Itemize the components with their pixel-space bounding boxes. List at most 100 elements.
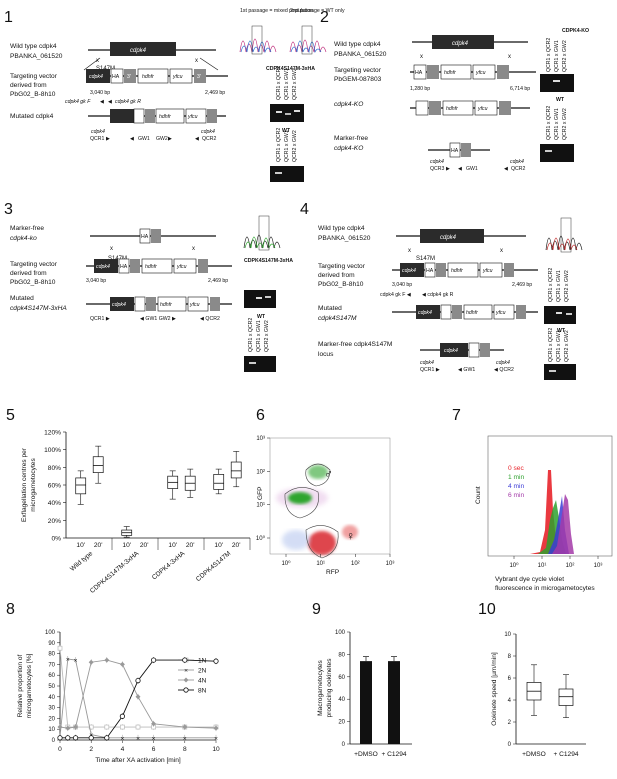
- legend-marker: [183, 677, 189, 683]
- x-tick-label: 10: [212, 746, 220, 753]
- svg-text:hdhfr: hdhfr: [159, 114, 171, 120]
- mf-line1: Marker-free cdpk4S147M: [318, 341, 392, 348]
- panel-number: 2: [320, 9, 329, 26]
- gel-lane-labels: QCR1 x QCR2 QCR1 x GW1 QCR2 x GW2: [548, 328, 570, 362]
- wt-label: WT: [282, 128, 291, 134]
- primer-gw1: GW1: [138, 136, 150, 142]
- mutated-line1: Mutated: [10, 295, 34, 302]
- point-4N: [73, 724, 79, 730]
- svg-text:cdpk4: cdpk4: [418, 310, 432, 316]
- panel-number: 4: [300, 201, 309, 218]
- svg-text:yfcu: yfcu: [176, 264, 187, 270]
- qcr-gene: cdpk4: [91, 129, 105, 135]
- seq2-label: 2nd passage = WT only: [290, 8, 345, 14]
- svg-text:HA: HA: [415, 70, 423, 76]
- bp-left: 3,040 bp: [90, 90, 110, 96]
- svg-text:x: x: [420, 54, 423, 60]
- category-label: +DMSO: [522, 751, 546, 758]
- x-axis-label-2: fluorescence in microgametocytes: [495, 585, 595, 592]
- panel-number: 6: [256, 407, 265, 424]
- gene-label: cdpk4: [452, 41, 469, 47]
- svg-text:cdpk4: cdpk4: [510, 159, 524, 165]
- mutated-line1: Mutated: [318, 305, 342, 312]
- utr-label: 3': [127, 74, 131, 80]
- cross-mark: x: [195, 58, 198, 64]
- legend-item: 4 min: [508, 483, 524, 490]
- y-axis-label: Relative proportion of: [17, 654, 24, 717]
- point-8N: [104, 735, 110, 741]
- legend-label: 2N: [198, 668, 207, 675]
- tv-line2: derived from: [10, 270, 47, 277]
- svg-text:HA: HA: [426, 268, 434, 274]
- y-tick-label: 80%: [48, 465, 61, 472]
- svg-text:x: x: [508, 54, 511, 60]
- mutation-label: S147M: [416, 256, 435, 262]
- svg-text:hdhfr: hdhfr: [160, 302, 172, 308]
- y-tick-label: 0: [508, 742, 512, 748]
- lane-label: QCR1 x GW1: [556, 270, 562, 302]
- x-axis-label: RFP: [326, 569, 340, 576]
- primer-qcr3: QCR3: [430, 166, 445, 172]
- y-tick-label: 30: [48, 706, 55, 712]
- wt-id: PBANKA_061520: [318, 235, 371, 242]
- gel-lane-labels: QCR1 x QCR2 QCR1 x GW1 QCR2 x GW2: [276, 66, 298, 100]
- x-tick-label: 10¹: [538, 563, 547, 569]
- primer-gw1: GW1: [466, 166, 478, 172]
- tv-line2: PbGEM-087803: [334, 76, 382, 83]
- lane-label: QCR1 x QCR2: [276, 128, 282, 162]
- wt-title: Wild type cdpk4: [334, 41, 381, 48]
- x-tick-label: 4: [121, 746, 125, 753]
- lane-label: QCR2 x GW2: [562, 108, 568, 140]
- svg-text:x: x: [408, 248, 411, 254]
- arrow-icon: ◀: [100, 99, 104, 105]
- bp-right: 6,714 bp: [510, 86, 530, 92]
- y-tick-label: 0: [52, 738, 56, 744]
- point-1N: [120, 724, 125, 730]
- tv-line3: PbG02_B-8h10: [10, 279, 56, 286]
- x-tick-label: 8: [183, 746, 187, 753]
- gel-image: [544, 306, 576, 324]
- svg-text:cdpk4: cdpk4: [112, 302, 126, 308]
- mutated-line2: cdpk4S147M-3xHA: [10, 305, 67, 312]
- hdhfr-label: hdhfr: [142, 74, 154, 80]
- gel-image: [540, 144, 574, 162]
- utr-box: [194, 69, 206, 83]
- y-tick-label: 80: [338, 652, 345, 658]
- svg-text:◀ QCR2: ◀ QCR2: [494, 367, 514, 373]
- point-4N: [151, 721, 157, 727]
- y-tick-label: 100: [335, 630, 346, 636]
- arrow-icon: ▶: [106, 136, 110, 142]
- point-8N: [182, 657, 188, 663]
- point-2N: ×: [74, 658, 78, 665]
- mf-line2: locus: [318, 351, 334, 358]
- panel-2: 2 Wild type cdpk4 PBANKA_061520 cdpk4 x x…: [320, 9, 589, 172]
- lane-label: QCR2 x GW2: [564, 330, 570, 362]
- qcr-gene: cdpk4: [201, 129, 215, 135]
- svg-text:◀ GW1 GW2 ▶: ◀ GW1 GW2 ▶: [140, 316, 176, 322]
- svg-text:QCR1 ▶: QCR1 ▶: [90, 316, 110, 322]
- x-tick-label: 10²: [566, 563, 575, 569]
- y-tick-label: 50: [48, 684, 55, 690]
- svg-text:HA: HA: [141, 234, 149, 240]
- lane-label: QCR2 x GW2: [292, 130, 298, 162]
- bp-left: 3,040 bp: [392, 282, 412, 288]
- y-axis-label: microgametocytes: [30, 458, 37, 512]
- timepoint-label: 10': [214, 542, 223, 549]
- point-2N: ×: [136, 735, 140, 742]
- svg-text:hdhfr: hdhfr: [466, 310, 478, 316]
- seq1-label: 1st passage = mixed population: [240, 8, 313, 14]
- y-tick-label: 20%: [48, 518, 61, 525]
- utr-box: [124, 69, 136, 83]
- point-8N: [57, 735, 63, 741]
- lane-label: QCR2 x GW2: [264, 320, 270, 352]
- y-tick-label: 0%: [51, 536, 61, 543]
- point-2N: ×: [183, 735, 187, 742]
- y-axis-label: Macrogametocytes: [317, 659, 324, 715]
- timepoint-label: 10': [76, 542, 85, 549]
- bp-right: 2,469 bp: [208, 278, 228, 284]
- lane-label: QCR2 x GW2: [562, 40, 568, 72]
- y-tick-label: 10¹: [256, 503, 265, 509]
- x-tick-label: 6: [152, 746, 156, 753]
- y-tick-label: 40%: [48, 500, 61, 507]
- y-tick-label: 120%: [44, 430, 61, 437]
